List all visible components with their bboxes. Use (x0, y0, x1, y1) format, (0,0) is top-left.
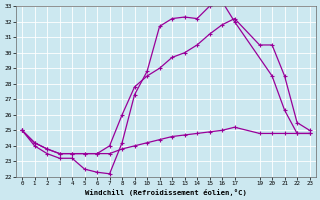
X-axis label: Windchill (Refroidissement éolien,°C): Windchill (Refroidissement éolien,°C) (85, 189, 247, 196)
